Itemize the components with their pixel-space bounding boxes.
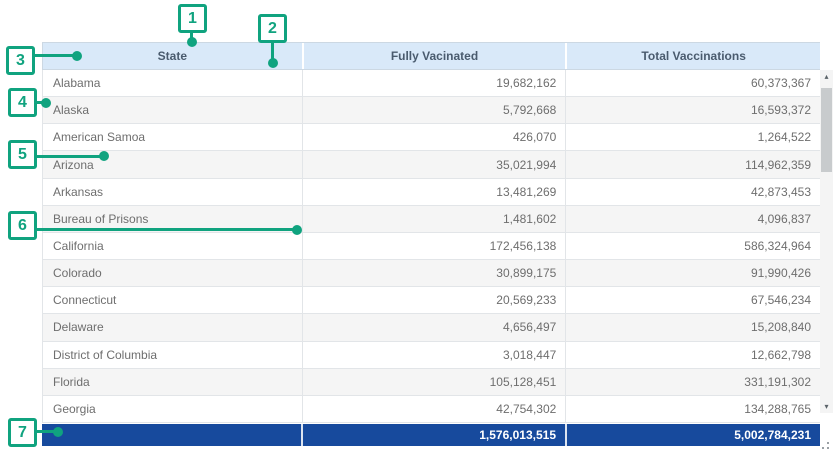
totals-state-cell [42, 424, 301, 446]
table-row[interactable]: California 172,456,138 586,324,964 [43, 232, 820, 261]
state-cell: Bureau of Prisons [53, 211, 149, 226]
total-vaccinations-cell: 42,873,453 [565, 178, 820, 205]
callout-line-6 [35, 228, 295, 231]
state-cell: California [53, 239, 104, 254]
callout-line-5 [35, 155, 102, 158]
table-row[interactable]: Colorado 30,899,175 91,990,426 [43, 260, 820, 288]
resize-grip[interactable] [820, 440, 832, 452]
state-cell: Delaware [53, 320, 104, 335]
callout-number-3: 3 [16, 51, 25, 69]
callout-marker-7: 7 [8, 418, 37, 447]
table-row[interactable]: Florida 105,128,451 331,191,302 [43, 368, 820, 396]
callout-dot-4 [41, 98, 51, 108]
callout-marker-4: 4 [8, 88, 37, 117]
fully-vaccinated-cell: 1,481,602 [301, 205, 566, 232]
table-row[interactable]: Georgia 42,754,302 134,288,765 [43, 395, 820, 424]
column-header-fully-vaccinated[interactable]: Fully Vacinated [301, 43, 566, 69]
callout-number-7: 7 [18, 423, 27, 441]
fully-vaccinated-cell: 30,899,175 [301, 260, 566, 287]
callout-marker-2: 2 [258, 14, 287, 43]
callout-dot-1 [187, 37, 197, 47]
table-row[interactable]: American Samoa 426,070 1,264,522 [43, 124, 820, 152]
state-cell: Arkansas [53, 184, 104, 199]
callout-line-2 [271, 41, 274, 60]
scroll-down-icon[interactable]: ▾ [824, 401, 829, 411]
column-header-state[interactable]: State [157, 49, 187, 63]
total-vaccinations-cell: 15,208,840 [565, 314, 820, 341]
fully-vaccinated-cell: 35,021,994 [301, 151, 566, 178]
state-cell: American Samoa [53, 130, 146, 145]
callout-line-1 [190, 31, 193, 39]
callout-marker-6: 6 [8, 211, 37, 240]
state-cell: District of Columbia [53, 347, 158, 362]
state-cell: Florida [53, 374, 90, 389]
total-vaccinations-cell: 16,593,372 [565, 97, 820, 124]
table-row[interactable]: District of Columbia 3,018,447 12,662,798 [43, 341, 820, 369]
table-row[interactable]: Arizona 35,021,994 114,962,359 [43, 151, 820, 179]
total-vaccinations-cell: 4,096,837 [565, 205, 820, 232]
table-header-row: State Fully Vacinated Total Vaccinations [42, 42, 820, 70]
fully-vaccinated-cell: 42,754,302 [301, 395, 566, 423]
fully-vaccinated-cell: 19,682,162 [301, 70, 566, 97]
callout-line-3 [33, 54, 75, 57]
state-cell: Colorado [53, 266, 102, 281]
callout-line-7 [35, 430, 56, 433]
column-header-total-vaccinations[interactable]: Total Vaccinations [565, 43, 820, 69]
callout-number-2: 2 [268, 19, 277, 37]
scrollbar-thumb[interactable] [821, 88, 832, 172]
state-cell: Georgia [53, 401, 96, 416]
table-row[interactable]: Alabama 19,682,162 60,373,367 [43, 70, 820, 98]
table-row[interactable]: Arkansas 13,481,269 42,873,453 [43, 178, 820, 206]
total-vaccinations-cell: 1,264,522 [565, 124, 820, 151]
callout-dot-3 [72, 51, 82, 61]
totals-total-vaccinations-cell: 5,002,784,231 [565, 424, 820, 446]
total-vaccinations-cell: 331,191,302 [565, 368, 820, 395]
total-vaccinations-cell: 67,546,234 [565, 287, 820, 314]
totals-row: 1,576,013,515 5,002,784,231 [42, 424, 820, 446]
table-body: Alabama 19,682,162 60,373,367 Alaska 5,792,6… [42, 70, 820, 424]
callout-number-6: 6 [18, 216, 27, 234]
callout-number-4: 4 [18, 93, 27, 111]
callout-dot-2 [268, 58, 278, 68]
table-row[interactable]: Delaware 4,656,497 15,208,840 [43, 314, 820, 342]
state-cell: Alaska [53, 103, 90, 118]
state-cell: Alabama [53, 76, 101, 91]
callout-marker-5: 5 [8, 140, 37, 169]
fully-vaccinated-cell: 3,018,447 [301, 341, 566, 368]
callout-dot-7 [53, 427, 63, 437]
callout-number-5: 5 [18, 145, 27, 163]
state-cell: Connecticut [53, 293, 117, 308]
scrollbar-track[interactable] [820, 83, 833, 400]
vaccination-table-widget: State Fully Vacinated Total Vaccinations… [42, 42, 833, 446]
fully-vaccinated-cell: 5,792,668 [301, 97, 566, 124]
fully-vaccinated-cell: 13,481,269 [301, 178, 566, 205]
total-vaccinations-cell: 60,373,367 [565, 70, 820, 97]
vertical-scrollbar[interactable]: ▴ ▾ [820, 70, 833, 413]
callout-marker-3: 3 [6, 46, 35, 75]
total-vaccinations-cell: 586,324,964 [565, 232, 820, 260]
total-vaccinations-cell: 134,288,765 [565, 395, 820, 423]
callout-dot-5 [99, 151, 109, 161]
total-vaccinations-cell: 12,662,798 [565, 341, 820, 368]
callout-dot-6 [292, 225, 302, 235]
fully-vaccinated-cell: 172,456,138 [301, 232, 566, 260]
fully-vaccinated-cell: 105,128,451 [301, 368, 566, 395]
totals-fully-vaccinated-cell: 1,576,013,515 [301, 424, 565, 446]
table-row[interactable]: Alaska 5,792,668 16,593,372 [43, 97, 820, 125]
fully-vaccinated-cell: 426,070 [301, 124, 566, 151]
callout-marker-1: 1 [178, 4, 207, 33]
state-cell: Arizona [53, 157, 94, 172]
fully-vaccinated-cell: 4,656,497 [301, 314, 566, 341]
scroll-up-icon[interactable]: ▴ [824, 71, 829, 81]
fully-vaccinated-cell: 20,569,233 [301, 287, 566, 314]
callout-number-1: 1 [188, 9, 197, 27]
table-row[interactable]: Connecticut 20,569,233 67,546,234 [43, 287, 820, 315]
total-vaccinations-cell: 91,990,426 [565, 260, 820, 287]
total-vaccinations-cell: 114,962,359 [565, 151, 820, 178]
callout-line-4 [35, 101, 44, 104]
